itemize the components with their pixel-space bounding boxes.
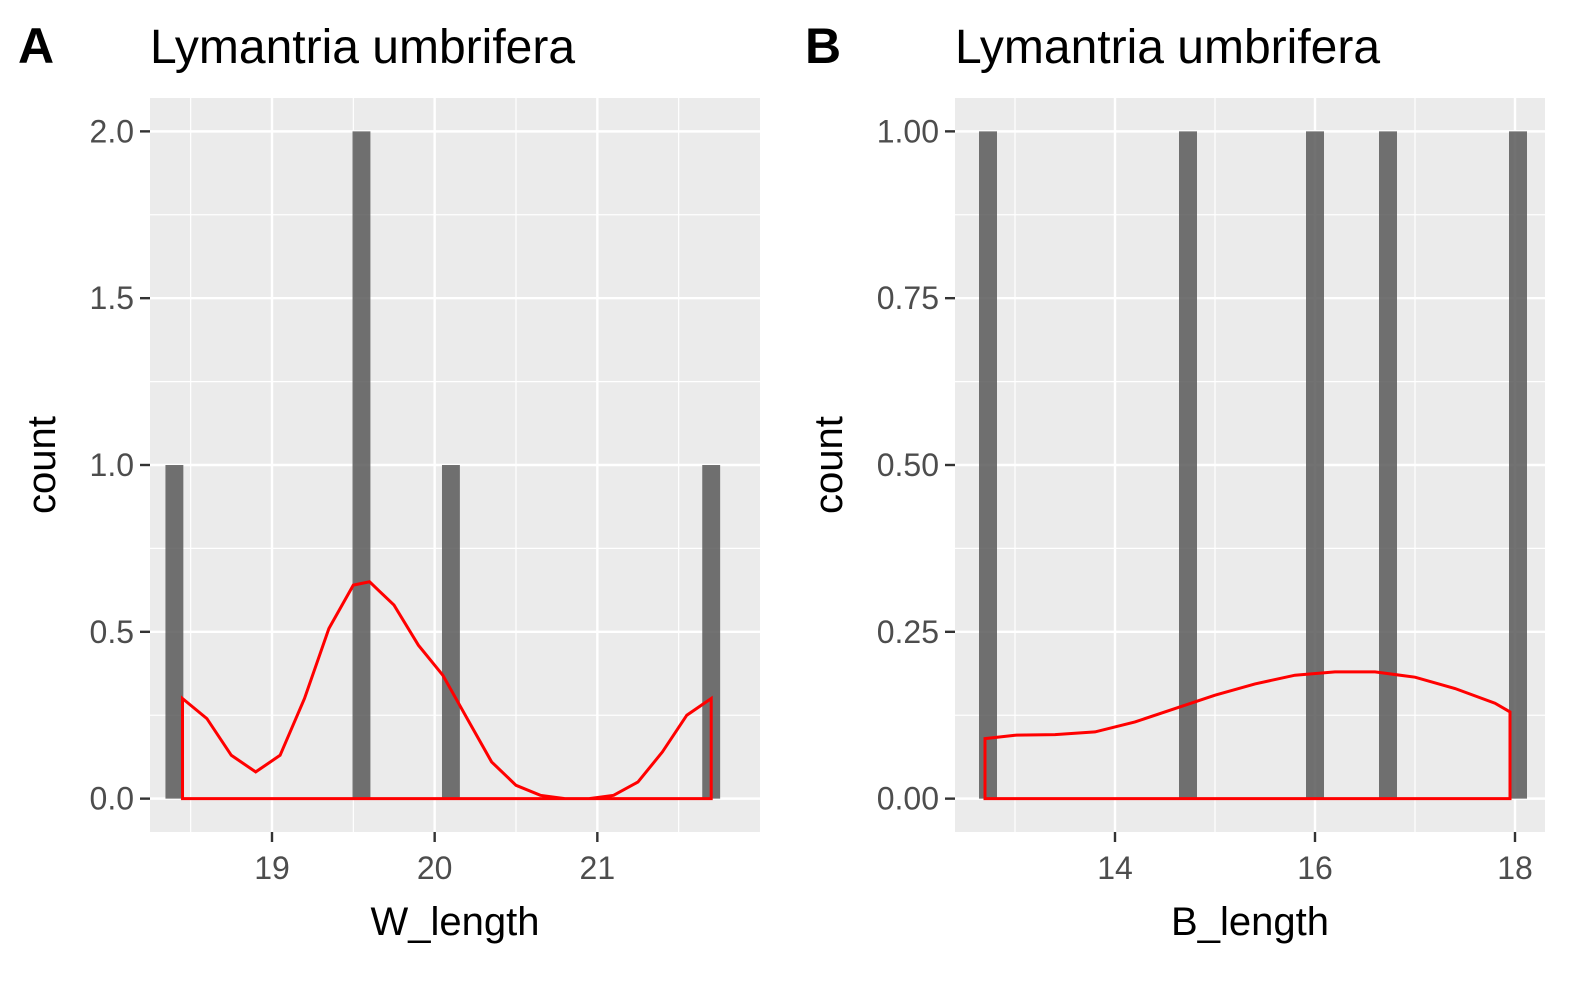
panel-tag: B (805, 18, 841, 74)
panel-a: 0.0 0.5 1.0 1.5 2.0 19 20 21 A Lymantria umbri… (18, 18, 760, 944)
histogram-bars (165, 131, 721, 799)
x-tick-label: 21 (580, 850, 616, 886)
histogram-bar (702, 465, 721, 799)
y-axis-ticks: 0.00 0.25 0.50 0.75 1.00 (877, 113, 955, 817)
y-tick-label: 1.5 (90, 280, 134, 316)
x-axis-ticks: 19 20 21 (254, 832, 615, 886)
panel-b: 0.00 0.25 0.50 0.75 1.00 14 16 18 B Lymantria … (805, 18, 1545, 944)
histogram-bar (1306, 131, 1324, 799)
y-axis-title: count (20, 416, 64, 514)
histogram-bar (979, 131, 997, 799)
histogram-bar (441, 465, 460, 799)
x-tick-label: 16 (1297, 850, 1333, 886)
x-tick-label: 18 (1497, 850, 1533, 886)
y-tick-label: 0.50 (877, 447, 939, 483)
y-tick-label: 0.0 (90, 781, 134, 817)
plot-title: Lymantria umbrifera (150, 21, 575, 74)
x-tick-label: 19 (254, 850, 290, 886)
y-tick-label: 1.00 (877, 113, 939, 149)
histogram-bar (352, 131, 371, 799)
y-tick-label: 0.25 (877, 614, 939, 650)
y-tick-label: 0.75 (877, 280, 939, 316)
y-tick-label: 0.5 (90, 614, 134, 650)
histogram-bar (165, 465, 184, 799)
density-curve (180, 580, 713, 801)
histogram-bar (1379, 131, 1397, 799)
y-axis-title: count (807, 416, 851, 514)
x-tick-label: 14 (1097, 850, 1133, 886)
density-curve (983, 670, 1512, 801)
histogram-bars (979, 131, 1527, 799)
x-axis-title: W_length (371, 900, 540, 944)
y-tick-label: 2.0 (90, 113, 134, 149)
panel-tag: A (18, 18, 54, 74)
x-axis-ticks: 14 16 18 (1097, 832, 1533, 886)
x-axis-title: B_length (1171, 900, 1329, 944)
x-tick-label: 20 (417, 850, 453, 886)
y-tick-label: 1.0 (90, 447, 134, 483)
y-tick-label: 0.00 (877, 781, 939, 817)
plot-title: Lymantria umbrifera (955, 21, 1380, 74)
y-axis-ticks: 0.0 0.5 1.0 1.5 2.0 (90, 113, 150, 817)
histogram-bar (1509, 131, 1527, 799)
histogram-bar (1179, 131, 1197, 799)
